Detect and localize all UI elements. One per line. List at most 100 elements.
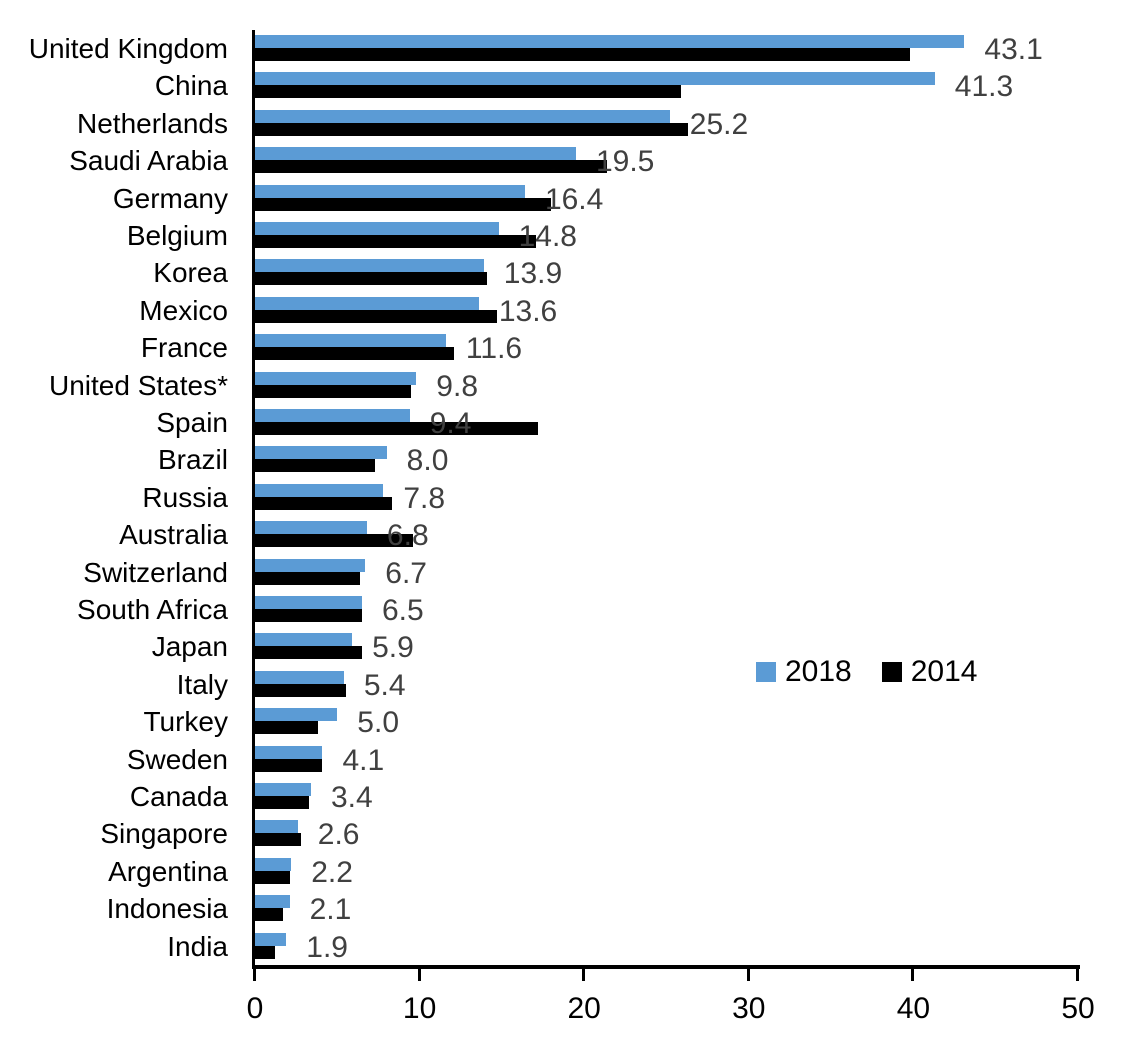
- bar-2014: [255, 309, 497, 323]
- bar-2014: [255, 609, 362, 622]
- bar-2014: [255, 908, 283, 922]
- bar-2014: [255, 683, 346, 697]
- value-label: 9.4: [429, 407, 472, 440]
- bar-2018: [255, 820, 298, 834]
- bar-2018: [255, 259, 484, 273]
- x-tick-mark: [746, 969, 750, 981]
- bar-2014: [255, 48, 911, 61]
- value-label: 16.4: [544, 182, 604, 216]
- value-label: 2.6: [317, 818, 360, 852]
- bar-2014: [255, 571, 361, 585]
- x-tick-label: 30: [732, 992, 766, 1025]
- value-label: 4.1: [342, 743, 385, 777]
- bar-2018: [255, 895, 290, 909]
- legend-swatch-2018: [756, 662, 776, 682]
- category-label: Switzerland: [83, 556, 228, 588]
- bar-2018: [255, 409, 410, 422]
- value-label: 11.6: [465, 332, 523, 366]
- bar-2018: [255, 633, 353, 647]
- value-label: 3.4: [330, 781, 373, 814]
- legend-label-2014: 2014: [910, 655, 978, 688]
- bar-2014: [255, 496, 392, 510]
- category-label: Germany: [112, 182, 228, 214]
- category-label: Indonesia: [106, 893, 228, 925]
- category-label: Turkey: [143, 706, 228, 738]
- bar-2014: [255, 235, 537, 248]
- bar-2014: [255, 122, 688, 136]
- bar-2014: [255, 384, 412, 398]
- category-label: Belgium: [126, 220, 228, 251]
- bar-2014: [255, 272, 488, 286]
- y-axis-line: [252, 30, 255, 969]
- x-tick-label: 0: [246, 992, 264, 1025]
- bar-2018: [255, 334, 446, 348]
- bar-2018: [255, 783, 311, 796]
- bar-2018: [255, 596, 362, 609]
- category-label: Canada: [129, 781, 228, 812]
- bar-2018: [255, 708, 338, 722]
- legend-label-2018: 2018: [785, 655, 852, 688]
- legend-swatch-2014: [881, 662, 902, 682]
- value-label: 7.8: [403, 481, 446, 515]
- bar-2014: [255, 870, 290, 884]
- legend: 2018 2014: [756, 657, 978, 687]
- bar-2018: [255, 35, 965, 48]
- x-tick-mark: [253, 969, 256, 981]
- bar-2018: [255, 558, 366, 572]
- category-label: Brazil: [157, 444, 228, 476]
- value-label: 6.7: [385, 556, 427, 590]
- bar-2018: [255, 371, 417, 385]
- category-label: India: [167, 930, 228, 962]
- value-label: 25.2: [689, 107, 749, 141]
- bar-2014: [255, 85, 682, 99]
- category-label: Korea: [153, 257, 228, 289]
- value-label: 5.0: [357, 706, 400, 740]
- bar-2014: [255, 160, 608, 174]
- bar-2018: [255, 483, 384, 497]
- bar-2018: [255, 222, 499, 235]
- bar-2014: [255, 796, 310, 809]
- x-tick-mark: [911, 969, 915, 981]
- bar-2014: [255, 459, 376, 473]
- category-label: Mexico: [139, 294, 228, 326]
- value-label: 19.5: [595, 145, 655, 179]
- category-label: South Africa: [77, 594, 228, 625]
- x-tick-label: 10: [402, 992, 437, 1025]
- x-tick-label: 20: [567, 992, 601, 1025]
- value-label: 14.8: [518, 220, 577, 253]
- category-label: Italy: [176, 668, 228, 700]
- bar-2018: [255, 446, 387, 460]
- value-label: 5.4: [363, 668, 406, 702]
- bar-2018: [255, 857, 292, 871]
- bar-2014: [255, 197, 552, 211]
- bar-2018: [255, 147, 576, 161]
- x-tick-label: 40: [896, 992, 931, 1025]
- category-label: Argentina: [108, 855, 228, 887]
- value-label: 13.9: [503, 257, 563, 291]
- value-label: 6.8: [386, 519, 429, 553]
- bar-2018: [255, 521, 367, 535]
- category-label: China: [154, 70, 228, 102]
- bar-2018: [255, 296, 479, 310]
- x-tick-label: 50: [1061, 992, 1095, 1025]
- value-label: 13.6: [498, 294, 558, 328]
- value-label: 5.9: [372, 631, 414, 665]
- legend-item-2018: 2018: [756, 657, 852, 687]
- bar-2014: [255, 833, 302, 847]
- value-label: 6.5: [381, 594, 424, 627]
- x-axis-line: [252, 965, 1080, 969]
- x-tick-mark: [417, 969, 421, 981]
- bar-2014: [255, 347, 455, 361]
- bar-2014: [255, 646, 362, 660]
- category-label: Singapore: [100, 818, 228, 850]
- bar-2014: [255, 422, 539, 435]
- value-label: 41.3: [954, 70, 1014, 104]
- bar-2018: [255, 670, 344, 684]
- value-label: 2.1: [309, 893, 352, 927]
- category-label: France: [140, 332, 228, 364]
- category-label: Australia: [119, 519, 228, 551]
- bar-2014: [255, 534, 414, 548]
- value-label: 8.0: [406, 444, 449, 478]
- bar-2018: [255, 745, 323, 759]
